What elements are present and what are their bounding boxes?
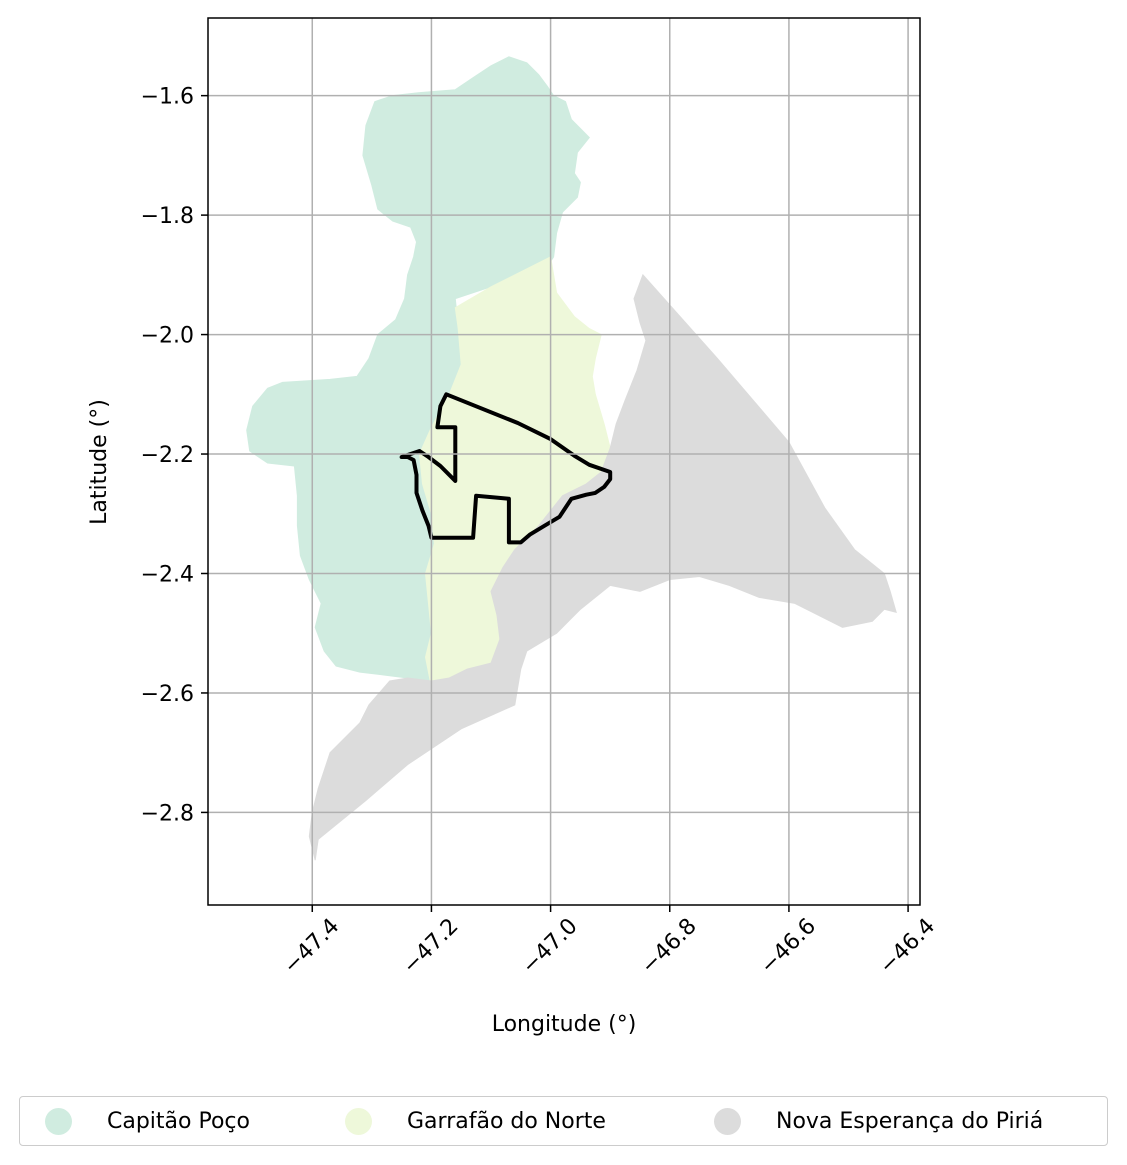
region-nova-esperanca-do-piria <box>308 273 897 861</box>
y-tick-label: −2.8 <box>141 801 194 826</box>
x-tick-label: −46.8 <box>636 914 701 979</box>
grid-layer <box>208 18 920 905</box>
legend-item-nova-esperanca-do-piria: Nova Esperança do Piriá <box>714 1097 1043 1145</box>
regions-layer <box>246 56 897 861</box>
x-tick-label: −47.0 <box>517 914 582 979</box>
map-figure: −47.4 −47.2 −47.0 −46.8 −46.6 −46.4 −1.6−1.8−… <box>87 17 940 1037</box>
study-area-outline <box>399 392 613 545</box>
x-tick-label: −46.6 <box>756 914 821 979</box>
legend-swatch-garrafao-do-norte <box>345 1107 372 1135</box>
plot-frame <box>207 17 921 906</box>
y-tick-label: −2.0 <box>141 324 194 349</box>
y-tick-label: −1.6 <box>141 85 194 110</box>
y-tick-label: −2.4 <box>141 562 194 587</box>
x-tick-label: −46.4 <box>875 914 940 979</box>
y-axis: −1.6 −1.8 −2.0 −2.2 −2.4 −2.6 −2.8 <box>141 85 208 826</box>
x-axis-title: Longitude (°) <box>492 1012 637 1037</box>
legend-label-capitao-poco: Capitão Poço <box>107 1108 250 1134</box>
legend-swatch-capitao-poco <box>45 1107 72 1135</box>
y-tick-label: −1.8 <box>141 204 194 229</box>
legend: Capitão Poço Garrafão do Norte Nova Espe… <box>19 1096 1108 1146</box>
legend-label-garrafao-do-norte: Garrafão do Norte <box>407 1108 606 1134</box>
y-axis-title: Latitude (°) <box>87 399 112 525</box>
legend-label-nova-esperanca-do-piria: Nova Esperança do Piriá <box>776 1108 1044 1134</box>
y-tick-label: −2.2 <box>141 443 194 468</box>
legend-item-capitao-poco: Capitão Poço <box>45 1097 250 1145</box>
x-axis: −47.4 −47.2 −47.0 −46.8 −46.6 −46.4 <box>279 905 940 979</box>
x-tick-label: −47.4 <box>279 914 344 979</box>
y-tick-label: −2.6 <box>141 682 194 707</box>
outline-layer <box>399 392 613 545</box>
legend-swatch-nova-esperanca-do-piria <box>714 1107 741 1135</box>
x-tick-label: −47.2 <box>398 914 463 979</box>
legend-item-garrafao-do-norte: Garrafão do Norte <box>345 1097 606 1145</box>
